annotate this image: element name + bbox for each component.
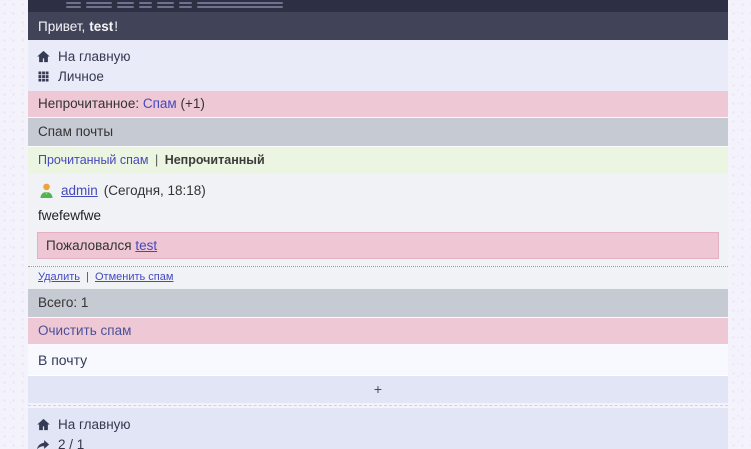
clear-spam-bar: Очистить спам	[28, 318, 728, 345]
unread-label: Непрочитанное:	[38, 96, 140, 111]
filter-read-link[interactable]: Прочитанный спам	[38, 153, 149, 167]
pager-expand-button[interactable]: +	[28, 376, 728, 403]
message-text: fwefewfwe	[38, 208, 102, 223]
clear-spam-link[interactable]: Очистить спам	[38, 323, 132, 338]
bottom-nav-section: На главную 2 / 1	[28, 408, 728, 449]
author-row: admin (Сегодня, 18:18)	[38, 182, 718, 199]
nav-personal-label: Личное	[58, 68, 104, 84]
author-link[interactable]: admin	[61, 183, 98, 198]
unread-badge: (+1)	[180, 96, 205, 111]
greeting-prefix: Привет,	[38, 18, 86, 34]
nav-home-label: На главную	[58, 48, 131, 64]
nav-personal-link[interactable]: Личное	[36, 66, 720, 86]
spam-message: admin (Сегодня, 18:18) fwefewfwe Пожалов…	[28, 173, 728, 289]
clipped-menu-text	[66, 2, 81, 8]
report-label: Пожаловался	[46, 238, 132, 253]
user-avatar-icon	[40, 183, 53, 198]
bottom-home-link[interactable]: На главную	[36, 414, 720, 434]
greeting-username: test	[89, 18, 114, 34]
cancel-spam-link[interactable]: Отменить спам	[94, 271, 174, 283]
filter-separator: |	[154, 153, 159, 167]
message-meta: (Сегодня, 18:18)	[103, 183, 206, 198]
home-icon	[37, 50, 50, 62]
bottom-home-label: На главную	[58, 416, 131, 432]
filter-bar: Прочитанный спам | Непрочитанный	[28, 147, 728, 173]
unread-spam-link[interactable]: Спам	[142, 96, 177, 111]
to-mail-label: В почту	[38, 352, 88, 368]
pager-plus-label: +	[373, 381, 383, 397]
total-bar: Всего: 1	[28, 289, 728, 318]
greeting-suffix: !	[114, 18, 119, 34]
unread-bar: Непрочитанное: Спам (+1)	[28, 91, 728, 118]
message-actions: Удалить | Отменить спам	[28, 266, 728, 289]
main-container: Привет, test! На главную Личное Непрочита…	[28, 0, 728, 403]
bottom-nav-container: На главную 2 / 1	[28, 408, 728, 449]
page-counter: 2 / 1	[58, 436, 85, 449]
top-nav-section: На главную Личное	[28, 40, 728, 91]
section-divider	[28, 405, 728, 406]
clipped-top-menu	[28, 0, 728, 12]
page-counter-row: 2 / 1	[36, 434, 720, 449]
report-box: Пожаловался test	[37, 232, 719, 259]
delete-link[interactable]: Удалить	[38, 271, 80, 283]
home-icon	[37, 418, 50, 430]
section-title-bar: Спам почты	[28, 118, 728, 147]
filter-unread-current: Непрочитанный	[164, 153, 265, 167]
to-mail-link[interactable]: В почту	[28, 345, 728, 376]
forward-arrow-icon	[36, 439, 50, 449]
greeting-bar: Привет, test!	[28, 12, 728, 40]
report-user-link[interactable]: test	[135, 238, 158, 253]
section-title: Спам почты	[38, 124, 114, 139]
total-label: Всего: 1	[38, 295, 89, 310]
apps-grid-icon	[38, 71, 49, 81]
actions-separator: |	[86, 271, 89, 283]
nav-home-link[interactable]: На главную	[36, 46, 720, 66]
